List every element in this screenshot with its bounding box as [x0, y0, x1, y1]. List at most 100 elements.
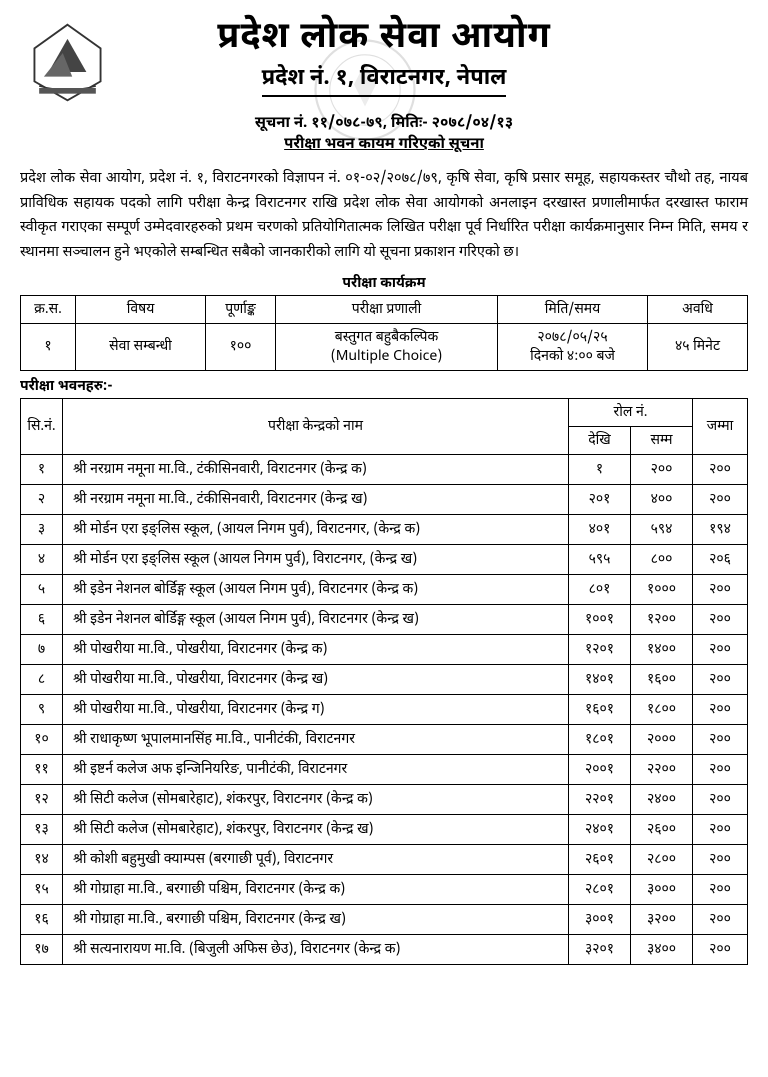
method-line1: बस्तुगत बहुबैकल्पिक: [282, 328, 491, 347]
cell-sn: २: [21, 484, 63, 514]
cell-total: १९४: [693, 514, 748, 544]
cell-method: बस्तुगत बहुबैकल्पिक (Multiple Choice): [276, 323, 498, 370]
table-row: १६श्री गोग्राहा मा.वि., बरगाछी पश्चिम, व…: [21, 904, 748, 934]
col-duration: अवधि: [648, 295, 748, 323]
cell-from: २४०१: [569, 814, 631, 844]
table-row: १७श्री सत्यनारायण मा.वि. (बिजुली अफिस छे…: [21, 934, 748, 964]
table-row: ५श्री इडेन नेशनल बोर्डिङ्ग स्कूल (आयल नि…: [21, 574, 748, 604]
table-row: १०श्री राधाकृष्ण भूपालमानसिंह मा.वि., पा…: [21, 724, 748, 754]
cell-to: ४००: [631, 484, 693, 514]
notice-title: परीक्षा भवन कायम गरिएको सूचना: [20, 136, 748, 155]
cell-center-name: श्री इष्टर्न कलेज अफ इन्जिनियरिङ, पानीटं…: [63, 754, 569, 784]
org-subtitle: प्रदेश नं. १, विराटनगर, नेपाल: [262, 64, 507, 97]
cell-datetime: २०७८/०५/२५ दिनको ४:०० बजे: [498, 323, 648, 370]
cell-to: २००: [631, 454, 693, 484]
cell-total: २००: [693, 904, 748, 934]
cell-total: २००: [693, 754, 748, 784]
cell-center-name: श्री मोर्डन एरा इङ्लिस स्कूल, (आयल निगम …: [63, 514, 569, 544]
cell-sn: १३: [21, 814, 63, 844]
col-center-name: परीक्षा केन्द्रको नाम: [63, 398, 569, 454]
cell-to: १८००: [631, 694, 693, 724]
table-row: ८श्री पोखरीया मा.वि., पोखरीया, विराटनगर …: [21, 664, 748, 694]
cell-total: २००: [693, 664, 748, 694]
cell-from: ५९५: [569, 544, 631, 574]
cell-from: ८०१: [569, 574, 631, 604]
cell-from: २६०१: [569, 844, 631, 874]
cell-to: १२००: [631, 604, 693, 634]
notice-body: प्रदेश लोक सेवा आयोग, प्रदेश नं. १, विरा…: [20, 167, 748, 266]
schedule-caption: परीक्षा कार्यक्रम: [20, 274, 748, 293]
cell-center-name: श्री सिटी कलेज (सोमबारेहाट), शंकरपुर, वि…: [63, 814, 569, 844]
cell-from: २०१: [569, 484, 631, 514]
cell-center-name: श्री गोग्राहा मा.वि., बरगाछी पश्चिम, विर…: [63, 874, 569, 904]
col-roll: रोल नं.: [569, 398, 693, 426]
cell-sn: १७: [21, 934, 63, 964]
cell-from: १२०१: [569, 634, 631, 664]
cell-total: २००: [693, 874, 748, 904]
cell-duration: ४५ मिनेट: [648, 323, 748, 370]
cell-sn: ४: [21, 544, 63, 574]
cell-subject: सेवा सम्बन्धी: [76, 323, 206, 370]
cell-from: १००१: [569, 604, 631, 634]
cell-to: २२००: [631, 754, 693, 784]
cell-marks: १००: [206, 323, 276, 370]
col-sn: क्र.स.: [21, 295, 76, 323]
cell-to: १४००: [631, 634, 693, 664]
table-row: १२श्री सिटी कलेज (सोमबारेहाट), शंकरपुर, …: [21, 784, 748, 814]
cell-from: २२०१: [569, 784, 631, 814]
cell-sn: ५: [21, 574, 63, 604]
cell-sn: १४: [21, 844, 63, 874]
cell-from: ४०१: [569, 514, 631, 544]
cell-sn: १५: [21, 874, 63, 904]
schedule-header-row: क्र.स. विषय पूर्णाङ्क परीक्षा प्रणाली मि…: [21, 295, 748, 323]
cell-total: २००: [693, 634, 748, 664]
cell-center-name: श्री पोखरीया मा.वि., पोखरीया, विराटनगर (…: [63, 634, 569, 664]
cell-total: २००: [693, 724, 748, 754]
cell-sn: ७: [21, 634, 63, 664]
date-line: २०७८/०५/२५: [504, 328, 641, 347]
col-subject: विषय: [76, 295, 206, 323]
cell-to: १६००: [631, 664, 693, 694]
cell-to: २८००: [631, 844, 693, 874]
cell-total: २००: [693, 694, 748, 724]
table-row: ४श्री मोर्डन एरा इङ्लिस स्कूल (आयल निगम …: [21, 544, 748, 574]
col-center-sn: सि.नं.: [21, 398, 63, 454]
centers-label: परीक्षा भवनहरु:-: [20, 377, 748, 396]
cell-to: ३४००: [631, 934, 693, 964]
table-row: १४श्री कोशी बहुमुखी क्याम्पस (बरगाछी पूर…: [21, 844, 748, 874]
time-line: दिनको ४:०० बजे: [504, 347, 641, 366]
col-to: सम्म: [631, 426, 693, 454]
cell-total: २०६: [693, 544, 748, 574]
cell-center-name: श्री राधाकृष्ण भूपालमानसिंह मा.वि., पानी…: [63, 724, 569, 754]
table-row: ३श्री मोर्डन एरा इङ्लिस स्कूल, (आयल निगम…: [21, 514, 748, 544]
cell-to: २६००: [631, 814, 693, 844]
cell-from: ३२०१: [569, 934, 631, 964]
document-header: प्रदेश लोक सेवा आयोग प्रदेश नं. १, विराट…: [20, 15, 748, 97]
cell-sn: १०: [21, 724, 63, 754]
cell-center-name: श्री पोखरीया मा.वि., पोखरीया, विराटनगर (…: [63, 694, 569, 724]
table-row: १श्री नरग्राम नमूना मा.वि., टंकीसिनवारी,…: [21, 454, 748, 484]
table-row: ११श्री इष्टर्न कलेज अफ इन्जिनियरिङ, पानी…: [21, 754, 748, 784]
cell-total: २००: [693, 934, 748, 964]
cell-total: २००: [693, 844, 748, 874]
table-row: ६श्री इडेन नेशनल बोर्डिङ्ग स्कूल (आयल नि…: [21, 604, 748, 634]
cell-sn: १२: [21, 784, 63, 814]
cell-total: २००: [693, 814, 748, 844]
org-title: प्रदेश लोक सेवा आयोग: [20, 15, 748, 62]
cell-sn: ३: [21, 514, 63, 544]
cell-sn: ६: [21, 604, 63, 634]
emblem-logo: [20, 20, 115, 105]
cell-to: २०००: [631, 724, 693, 754]
centers-header-row-1: सि.नं. परीक्षा केन्द्रको नाम रोल नं. जम्…: [21, 398, 748, 426]
cell-total: २००: [693, 454, 748, 484]
cell-to: ८००: [631, 544, 693, 574]
col-datetime: मिति/समय: [498, 295, 648, 323]
cell-to: ५९४: [631, 514, 693, 544]
table-row: ९श्री पोखरीया मा.वि., पोखरीया, विराटनगर …: [21, 694, 748, 724]
cell-from: २००१: [569, 754, 631, 784]
col-marks: पूर्णाङ्क: [206, 295, 276, 323]
cell-sn: ९: [21, 694, 63, 724]
cell-sn: १: [21, 454, 63, 484]
cell-from: १: [569, 454, 631, 484]
table-row: २श्री नरग्राम नमूना मा.वि., टंकीसिनवारी,…: [21, 484, 748, 514]
